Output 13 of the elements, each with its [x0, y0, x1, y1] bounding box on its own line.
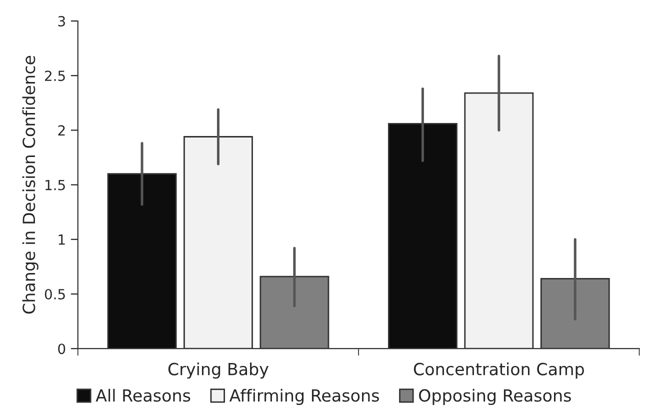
y-axis-title: Change in Decision Confidence	[22, 56, 38, 314]
x-tick-label: Concentration Camp	[414, 362, 584, 379]
y-tick-label: 1.5	[46, 180, 65, 190]
x-tick-label: Crying Baby	[168, 362, 268, 379]
legend-label: Affirming Reasons	[229, 388, 379, 405]
y-tick-label: 1	[58, 234, 65, 245]
legend-label: All Reasons	[96, 388, 190, 402]
y-tick-label: 2.5	[45, 70, 65, 82]
y-tick-label: 0	[58, 344, 66, 354]
legend-label: Opposing Reasons	[419, 388, 571, 405]
y-tick-label: 3	[58, 16, 65, 26]
y-tick-label: 2	[58, 125, 65, 136]
y-tick-label: 0.5	[44, 288, 65, 300]
